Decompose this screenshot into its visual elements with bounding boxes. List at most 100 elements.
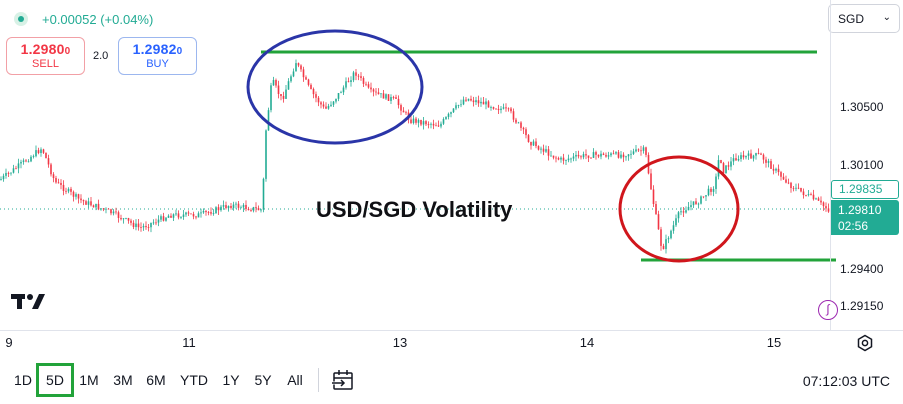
candle-body [712,188,715,192]
candle-body [547,149,550,156]
currency-select[interactable]: SGD ⌄ [828,4,900,33]
candle-body [735,158,737,161]
range-toolbar: 1D 5D 1M 3M 6M YTD 1Y 5Y All 07:12:03 UT… [0,356,903,404]
bid-price-tag: 1.29835 [831,180,899,199]
candle-body [487,101,490,108]
bar-countdown: 02:56 [838,219,869,233]
candle-body [485,101,487,105]
candle-body [92,205,95,208]
candle-body [800,187,802,192]
candle-body [380,93,382,95]
candle-body [147,227,150,228]
range-5y-button[interactable]: 5Y [254,372,272,388]
candle-body [320,102,322,105]
candle-body [557,158,560,160]
candle-body [470,98,472,101]
candle-body [545,149,547,152]
candle-body [172,214,175,218]
range-6m-button[interactable]: 6M [146,372,166,388]
live-dot-icon [14,12,28,26]
candle-body [362,78,365,84]
tradingview-logo[interactable] [11,292,47,310]
candle-body [70,188,72,192]
candle-body [405,112,407,114]
candle-body [150,222,152,228]
volatility-ellipse-red [618,155,740,263]
candle-body [52,174,55,179]
sell-button[interactable]: 1.29800 SELL [6,37,85,75]
candle-body [760,153,762,155]
candle-body [435,125,437,127]
candle-body [237,203,240,208]
candle-body [467,98,470,101]
candle-body [815,198,817,200]
range-1y-button[interactable]: 1Y [222,372,240,388]
candle-body [595,152,597,155]
candle-body [267,110,270,131]
candle-body [640,150,642,152]
candle-body [370,87,372,90]
candle-body [625,156,627,158]
candle-body [715,176,717,189]
candle-body [277,85,280,95]
candle-body [742,155,745,158]
price-axis[interactable]: 1.30500 1.30100 1.29400 1.29150 [830,0,903,330]
candle-body [500,108,502,111]
candle-body [520,122,522,128]
candle-body [275,80,277,86]
candle-body [680,211,682,213]
range-1d-button[interactable]: 1D [14,372,32,388]
candle-body [802,191,805,196]
gear-icon[interactable] [856,334,874,352]
candle-body [240,207,242,209]
candle-body [382,93,385,99]
candle-body [182,214,185,217]
candle-body [567,158,570,161]
candle-body [527,135,530,142]
candle-body [822,202,825,207]
candle-body [117,212,120,218]
last-price-value: 1.29810 [838,203,882,217]
range-ytd-button[interactable]: YTD [180,372,208,388]
buy-button[interactable]: 1.29820 BUY [118,37,197,75]
candle-body [480,101,482,104]
candle-body [22,160,25,162]
alert-icon[interactable]: ∫ [818,300,838,320]
candle-body [215,207,217,214]
candle-body [307,79,310,85]
time-axis[interactable]: 9 11 13 14 15 [0,330,903,354]
candle-body [650,173,652,190]
candle-body [505,107,507,109]
candle-body [572,156,575,159]
range-all-button[interactable]: All [287,372,303,388]
candle-body [130,220,132,223]
toolbar-divider [318,368,319,392]
utc-clock[interactable]: 07:12:03 UTC [802,373,890,389]
candle-body [577,154,580,157]
candle-body [157,219,160,223]
price-chart[interactable] [0,0,903,330]
candle-body [562,157,565,161]
candle-body [140,227,142,228]
candle-body [195,216,197,218]
range-5d-button[interactable]: 5D [36,363,74,397]
candle-body [445,116,447,120]
candle-body [530,141,532,146]
overlay-title: USD/SGD Volatility [316,197,513,222]
candle-body [677,212,680,219]
candle-body [75,194,77,197]
range-3m-button[interactable]: 3M [113,372,133,388]
candle-body [225,205,227,209]
candle-body [657,214,660,230]
candle-body [372,89,375,92]
candle-body [705,195,707,197]
candle-body [285,89,287,99]
date-range-icon[interactable] [331,368,355,392]
candle-body [355,72,357,76]
candle-body [590,157,592,159]
candle-body [290,76,292,82]
candle-body [425,121,427,125]
candle-body [42,149,45,153]
candle-body [507,108,510,110]
range-1m-button[interactable]: 1M [79,372,99,388]
